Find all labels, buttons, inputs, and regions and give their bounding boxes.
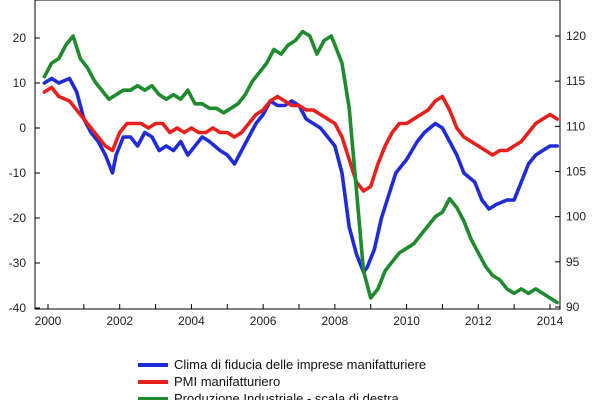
legend-entry-business-confidence: Clima di fiducia delle imprese manifattu… [138, 356, 598, 373]
business-confidence-line [42, 76, 560, 274]
left-tick-label: 0 [19, 121, 26, 135]
right-tick-label: 120 [566, 29, 586, 43]
right-tick-label: 110 [566, 119, 585, 133]
x-tick-label: 2002 [106, 314, 133, 328]
axes-layer: 20100-10-20-30-4012011511010510095902000… [9, 0, 586, 328]
legend-label-pmi: PMI manifatturiero [174, 374, 281, 389]
left-tick-label: 20 [13, 31, 27, 45]
legend-swatch-blue [138, 362, 168, 367]
plot-frame [34, 0, 561, 310]
legend: Clima di fiducia delle imprese manifattu… [138, 356, 598, 400]
industrial-production-line [42, 29, 560, 305]
x-tick-label: 2010 [393, 314, 420, 328]
x-tick-label: 2012 [465, 314, 492, 328]
right-tick-label: 90 [566, 300, 580, 314]
right-tick-label: 115 [566, 74, 585, 88]
legend-swatch-green [138, 396, 168, 400]
left-tick-label: -10 [9, 166, 27, 180]
legend-entry-pmi: PMI manifatturiero [138, 373, 598, 390]
left-tick-label: 10 [13, 76, 27, 90]
left-tick-label: -30 [9, 256, 27, 270]
chart-svg: 20100-10-20-30-4012011511010510095902000… [9, 0, 586, 328]
legend-label-business-confidence: Clima di fiducia delle imprese manifattu… [174, 357, 427, 372]
x-tick-label: 2008 [322, 314, 349, 328]
pmi-line [42, 85, 560, 193]
right-tick-label: 100 [566, 210, 586, 224]
series-layer [42, 29, 560, 305]
legend-swatch-red [138, 379, 168, 384]
left-tick-label: -20 [9, 211, 27, 225]
x-tick-label: 2014 [537, 314, 564, 328]
right-tick-label: 95 [566, 255, 580, 269]
legend-entry-industrial-production: Produzione Industriale - scala di destra [138, 390, 598, 400]
x-tick-label: 2004 [178, 314, 205, 328]
right-tick-label: 105 [566, 165, 586, 179]
left-tick-label: -40 [9, 301, 27, 315]
x-tick-label: 2000 [35, 314, 62, 328]
legend-label-industrial-production: Produzione Industriale - scala di destra [174, 391, 399, 400]
x-tick-label: 2006 [250, 314, 277, 328]
